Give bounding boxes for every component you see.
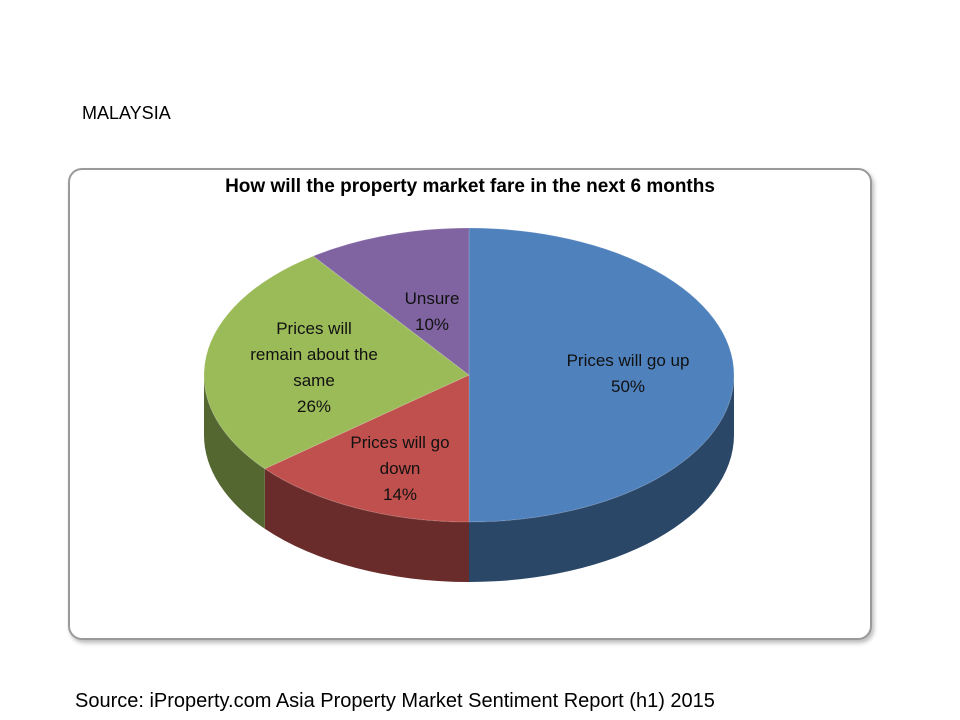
source: Source: iProperty.com Asia Property Mark… <box>75 690 715 712</box>
category-label: Prices will remain about the same <box>250 319 378 390</box>
value-label: 14% <box>382 485 418 504</box>
slice-label: Prices will go down 14% <box>330 430 470 508</box>
value-label: 50% <box>610 377 646 396</box>
slice <box>203 255 470 470</box>
category-label: Prices will go down <box>350 433 450 478</box>
slice-side <box>264 468 469 582</box>
heading: MALAYSIA <box>82 103 171 123</box>
slice <box>312 227 470 377</box>
slice-label: Unsure 10% <box>382 286 482 338</box>
slice-label: Prices will remain about the same 26% <box>249 316 379 420</box>
category-label: Prices will go up <box>566 351 690 370</box>
value-label: 10% <box>414 315 450 334</box>
value-label: 26% <box>296 397 332 416</box>
category-label: Unsure <box>404 289 460 308</box>
chart-title: How will the property market fare in the… <box>225 176 715 197</box>
slice-side <box>469 375 734 582</box>
slice <box>263 374 470 523</box>
slice-label: Prices will go up 50% <box>538 348 718 400</box>
slice <box>468 227 735 523</box>
slice-side <box>204 375 265 529</box>
